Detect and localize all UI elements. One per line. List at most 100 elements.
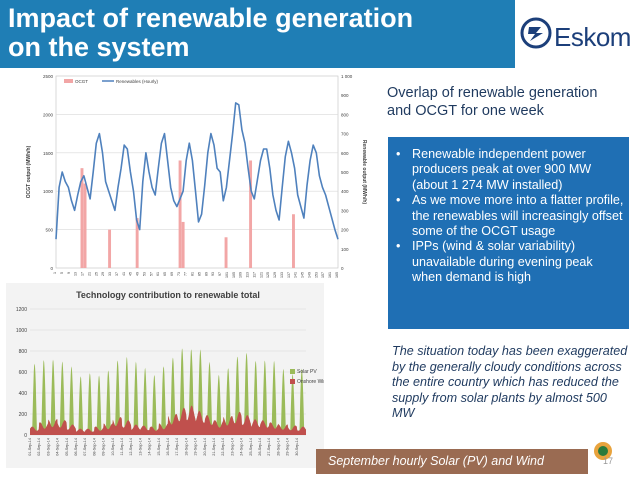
chart2-x-tick-label: 26-Sep-14 [258,438,262,456]
chart2-x-tick-label: 25-Sep-14 [249,438,253,456]
chart2-x-tick-label: 12-Sep-14 [129,438,133,456]
bullet-item: • As we move more into a flatter profile,… [394,193,624,239]
chart2-x-tick-label: 30-Sep-14 [295,438,299,456]
chart2-x-tick-label: 09-Sep-14 [102,438,106,456]
chart1-legend-ocgt-label: OCGT [75,79,88,84]
chart1-right-tick-label: 600 [341,151,349,156]
chart1-x-tick-label: 93 [211,272,215,276]
overlap-heading-line-1: Overlap of renewable generation [387,85,598,101]
chart1-x-tick-label: 33 [108,272,112,276]
chart1-gridlines [55,75,339,269]
chart2-legend: Solar PV Onshore Wind [290,369,324,385]
bullet-item: • IPPs (wind & solar variability) unavail… [394,239,624,285]
overlap-heading: Overlap of renewable generation and OCGT… [387,84,627,120]
renewable-ocgt-chart: 0 500 1000 1500 2000 2500 0 100 200 300 400 500 600 7… [20,70,370,282]
bullet-list: • Renewable independent power producers p… [394,147,624,286]
chart1-x-tick-label: 117 [252,272,256,278]
chart2-y-tick-label: 1000 [16,328,27,334]
chart2-y-tick-label: 600 [19,370,28,376]
chart2-x-tick-label: 29-Sep-14 [286,438,290,456]
chart1-x-tick-label: 37 [115,272,119,276]
chart2-x-tick-label: 03-Sep-14 [46,438,50,456]
chart2-x-tick-label: 24-Sep-14 [240,438,244,456]
chart1-legend-ocgt-swatch [64,79,73,83]
chart2-y-tick-label: 0 [24,433,27,439]
ocgt-bar [83,183,87,268]
chart2-x-tick-label: 15-Sep-14 [157,438,161,456]
chart2-x-tick-label: 17-Sep-14 [175,438,179,456]
chart2-x-tick-label: 10-Sep-14 [111,438,115,456]
bullet-text: As we move more into a flatter profile, … [412,193,624,239]
bullet-dot-icon: • [396,239,401,254]
chart2-x-tick-label: 28-Sep-14 [276,438,280,456]
chart1-x-tick-label: 1 [53,272,57,274]
chart2-x-tick-label: 23-Sep-14 [230,438,234,456]
chart2-x-tick-label: 07-Sep-14 [83,438,87,456]
chart1-left-tick-label: 2500 [43,74,54,79]
ocgt-bar [224,237,228,268]
chart1-x-tick-label: 89 [204,272,208,276]
eskom-logo-icon [520,17,552,49]
chart1-plot-area [55,75,339,269]
ocgt-bar [292,214,295,268]
chart1-x-tick-label: 17 [81,272,85,276]
chart1-right-tick-label: 0 [341,266,344,271]
ocgt-series [80,160,295,268]
chart2-y-tick-label: 1200 [16,307,27,313]
slide-title-line-2: on the system [8,32,190,62]
emblem-icon [594,442,612,460]
chart2-x-tick-label: 20-Sep-14 [203,438,207,456]
chart2-title: Technology contribution to renewable tot… [76,290,260,300]
chart2-x-tick-label: 22-Sep-14 [221,438,225,456]
chart1-x-tick-label: 53 [142,272,146,276]
chart2-x-tick-label: 08-Sep-14 [92,438,96,456]
chart1-right-axis-title: Renewable output (MWh/h) [361,140,367,204]
chart1-x-tick-label: 13 [74,272,78,276]
chart1-left-axis-title: OCGT output (MWh/h) [26,145,32,198]
chart2-x-tick-label: 11-Sep-14 [120,438,124,455]
ocgt-bar [135,218,139,268]
chart2-x-tick-label: 14-Sep-14 [148,438,152,456]
chart1-right-tick-label: 100 [341,247,349,252]
chart1-x-tick-label: 85 [197,272,201,276]
chart1-x-tick-label: 57 [149,272,153,276]
chart2-legend-solar-label: Solar PV [297,369,317,375]
chart2-y-tick-label: 200 [19,412,28,418]
chart1-x-tick-label: 133 [280,272,284,278]
slide-title: Impact of renewable generation on the sy… [8,4,488,62]
solar-pv-area [30,348,306,435]
ocgt-bar [80,168,84,268]
renewables-line [55,102,339,240]
ocgt-bar [181,221,185,268]
chart2-y-tick-label: 800 [19,349,28,355]
chart1-x-tick-label: 25 [94,272,98,276]
chart2-legend-wind-swatch [290,379,295,384]
bullet-dot-icon: • [396,147,401,161]
chart1-x-tick-label: 49 [136,272,140,276]
chart2-x-tick-label: 13-Sep-14 [138,438,142,456]
technology-contribution-chart: Technology contribution to renewable tot… [6,283,324,468]
chart1-right-tick-label: 800 [341,112,349,117]
chart1-left-tick-label: 500 [45,228,53,233]
chart2-x-tick-label: 16-Sep-14 [166,438,170,456]
chart1-x-tick-label: 161 [328,272,332,278]
chart1-x-tick-label: 45 [129,272,133,276]
chart1-left-tick-label: 1000 [43,189,54,194]
chart2-y-tick-label: 400 [19,391,28,397]
logo-wordmark: Eskom [554,22,631,52]
slide-title-line-1: Impact of renewable generation [8,3,414,33]
chart2-x-tick-label: 05-Sep-14 [65,438,69,456]
chart2-legend-solar-swatch [290,369,295,374]
caption-text: September hourly Solar (PV) and Wind [328,454,544,468]
chart1-x-tick-label: 61 [156,272,160,276]
chart1-right-tick-label: 700 [341,132,349,137]
chart1-right-tick-label: 300 [341,208,349,213]
chart1-x-tick-label: 65 [163,272,167,276]
chart1-x-tick-label: 69 [170,272,174,276]
chart1-x-tick-label: 77 [184,272,188,276]
chart1-right-tick-label: 1 000 [341,74,353,79]
chart2-x-tick-label: 18-Sep-14 [184,438,188,456]
chart1-left-tick-label: 0 [50,266,53,271]
chart1-legend-renewables-label: Renewables (Hourly) [116,79,159,84]
chart2-x-tick-label: 04-Sep-14 [56,438,60,456]
